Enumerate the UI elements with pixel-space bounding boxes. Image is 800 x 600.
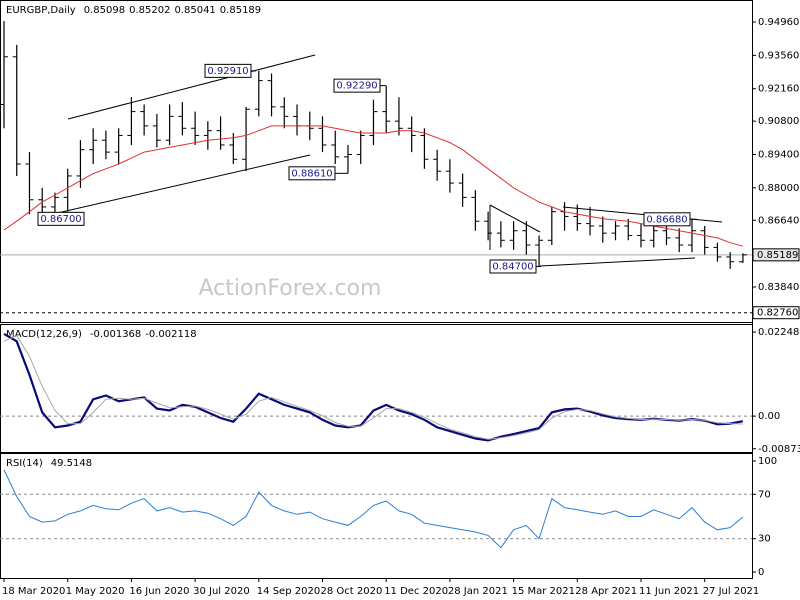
trend-line (67, 54, 316, 120)
series-line (3, 469, 744, 549)
trend-line (489, 204, 541, 233)
panel-title: MACD(12,26,9) (6, 329, 82, 340)
price-label-box (752, 306, 800, 320)
annotation-box (333, 78, 381, 93)
header-value: -0.002118 (145, 329, 196, 340)
y-tick-label: 0.92160 (758, 84, 799, 95)
x-tick-label: 27 Jul 2021 (703, 586, 760, 597)
annotation-box (643, 212, 691, 227)
series-line (3, 332, 744, 442)
y-tick-label: 0.83840 (758, 282, 799, 293)
watermark: ActionForex.com (199, 276, 382, 301)
y-tick-label: 0.88000 (758, 183, 799, 194)
x-tick-label: 30 Jul 2020 (193, 586, 250, 597)
x-tick-label: 28 Jan 2021 (448, 586, 508, 597)
header-value: 0.85202 (129, 5, 170, 16)
header-value: 0.85098 (84, 5, 125, 16)
header-value: 0.85041 (174, 5, 215, 16)
x-tick-label: 11 Dec 2020 (384, 586, 448, 597)
y-tick-label: 0 (758, 567, 764, 578)
x-tick-label: 28 Oct 2020 (321, 586, 383, 597)
header-value: 0.85189 (220, 5, 261, 16)
header-value: 49.5148 (51, 458, 92, 469)
panel-header: EURGBP,Daily 0.85098 0.85202 0.85041 0.85189 (6, 5, 261, 16)
annotation-label: 0.86700 (40, 214, 81, 225)
price-label: 0.85189 (757, 250, 798, 261)
x-tick-label: 15 Mar 2021 (512, 586, 575, 597)
panel-title: EURGBP,Daily (6, 5, 76, 16)
annotation-label: 0.84700 (492, 261, 533, 272)
y-tick-label: 70 (758, 489, 771, 500)
x-tick-label: 18 Mar 2020 (2, 586, 65, 597)
annotation-box (288, 166, 336, 181)
annotation-label: 0.92910 (207, 66, 248, 77)
annotation-label: 0.86680 (646, 214, 687, 225)
y-tick-label: 0.94960 (758, 17, 799, 28)
trend-line (39, 154, 311, 218)
annotation-label: 0.92290 (336, 81, 377, 92)
panel-header: RSI(14) 49.5148 (6, 458, 92, 469)
price-label-box (752, 248, 800, 262)
x-tick-label: 1 May 2020 (66, 586, 125, 597)
x-tick-label: 16 Jun 2020 (129, 586, 189, 597)
y-tick-label: 100 (758, 456, 777, 467)
panel-header: MACD(12,26,9) -0.001368 -0.002118 (6, 329, 197, 340)
y-tick-label: -0.008736 (758, 444, 800, 455)
header-value: -0.001368 (90, 329, 141, 340)
y-tick-label: 0.89400 (758, 149, 799, 160)
y-tick-label: 0.90800 (758, 116, 799, 127)
y-tick-label: 0.86640 (758, 215, 799, 226)
x-tick-label: 14 Sep 2020 (257, 586, 320, 597)
x-tick-label: 28 Apr 2021 (575, 586, 637, 597)
y-tick-label: 0.93560 (758, 50, 799, 61)
series-line (3, 335, 743, 440)
series-line (3, 125, 744, 247)
annotation-box (37, 211, 85, 226)
annotation-box (204, 63, 252, 78)
panel-title: RSI(14) (6, 458, 43, 469)
x-tick-label: 11 Jun 2021 (639, 586, 699, 597)
y-tick-label: 0.022482 (758, 327, 800, 338)
price-label: 0.82760 (757, 308, 798, 319)
annotation-label: 0.88610 (291, 168, 332, 179)
y-tick-label: 30 (758, 534, 771, 545)
trend-line (539, 257, 696, 267)
annotation-box (489, 259, 537, 274)
y-tick-label: 0.00 (758, 411, 780, 422)
